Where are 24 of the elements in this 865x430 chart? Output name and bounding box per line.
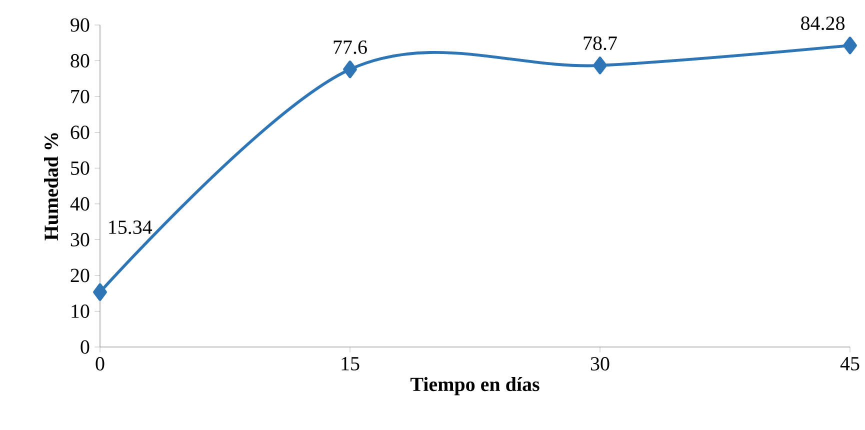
y-tick-label: 0 (80, 340, 90, 354)
y-tick-label: 50 (71, 161, 90, 175)
x-tick-label: 15 (342, 357, 360, 370)
point (843, 36, 857, 54)
point (93, 283, 107, 301)
x-tick-label: 0 (96, 357, 104, 371)
x-tick-label: 30 (590, 357, 610, 371)
x-axis-title: Tiempo en días (410, 377, 540, 396)
y-tick-label: 90 (70, 18, 90, 32)
y-tick-label: 30 (70, 232, 90, 246)
y-tick-label: 70 (71, 90, 90, 104)
y-tick-label: 80 (70, 54, 90, 68)
data-label: 15.34 (109, 220, 152, 234)
y-tick-label: 10 (72, 304, 90, 318)
point (343, 60, 357, 78)
data-label: 77.6 (334, 40, 367, 54)
y-tick-label: 40 (70, 197, 90, 211)
point (593, 56, 607, 74)
data-label: 84.28 (801, 16, 845, 30)
y-tick-label: 20 (70, 268, 90, 282)
y-tick-label: 60 (70, 126, 90, 140)
data-label: 78.7 (584, 36, 617, 50)
y-axis-title: Humedad % (44, 133, 58, 240)
x-tick-label: 45 (840, 357, 860, 370)
